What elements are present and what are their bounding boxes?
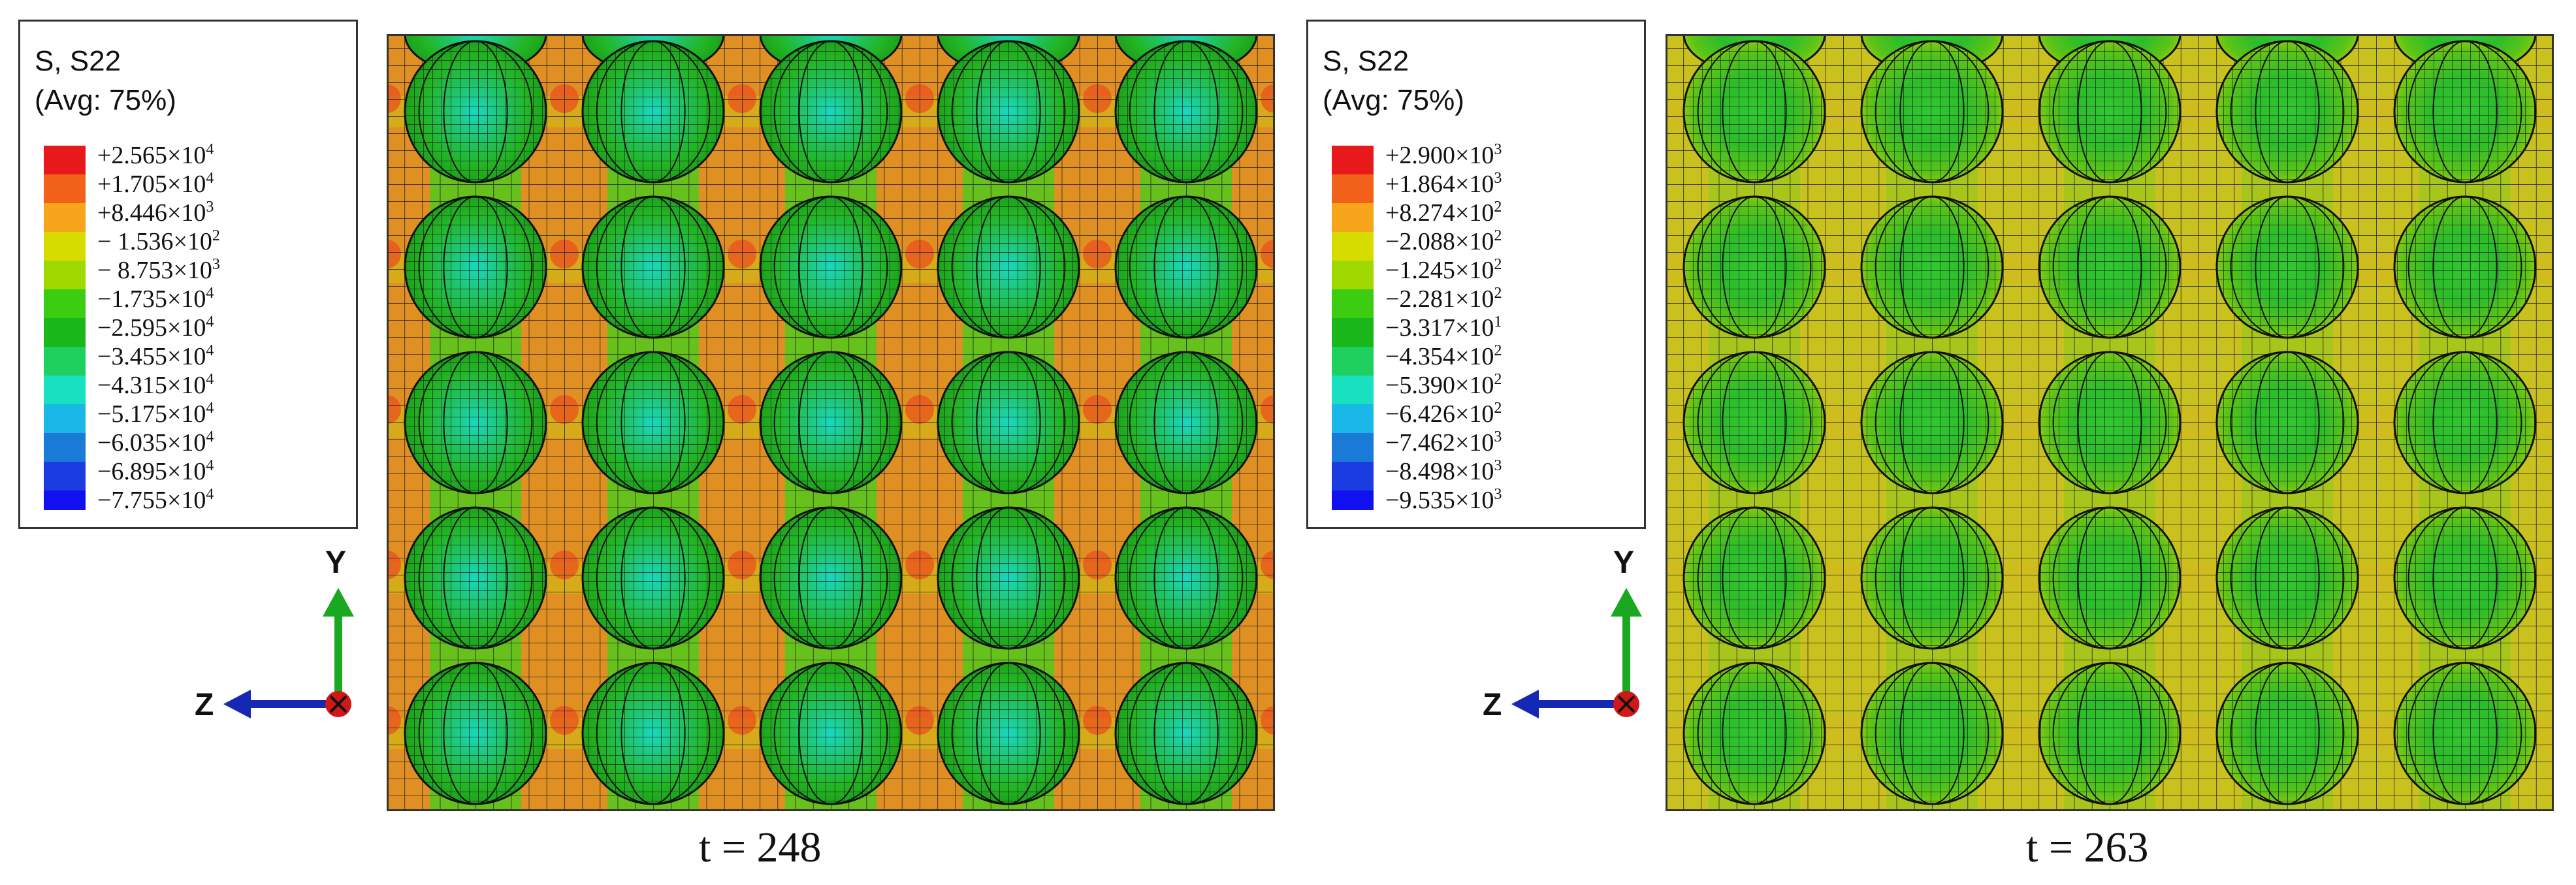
legend-value-label: +8.274×102	[1385, 199, 1502, 227]
legend-swatch	[44, 404, 86, 433]
legend-swatch	[1332, 232, 1374, 261]
legend-swatch	[1332, 289, 1374, 318]
stress-legend: S, S22 (Avg: 75%) +2.900×103 +1.864×103 +8…	[1306, 20, 1646, 529]
legend-swatch	[44, 491, 86, 510]
legend-subtitle: (Avg: 75%)	[35, 84, 176, 116]
fe-mesh-contour	[387, 34, 1275, 811]
legend-value-label: −5.390×102	[1385, 371, 1502, 399]
legend-swatch	[44, 232, 86, 261]
legend-value-label: − 8.753×103	[97, 256, 220, 284]
legend-swatch	[1332, 376, 1374, 404]
y-arrowhead-icon	[1611, 588, 1642, 617]
legend-value-label: −7.462×103	[1385, 428, 1502, 457]
axis-triad: Y Z	[183, 536, 379, 758]
contour-panel-t263: S, S22 (Avg: 75%) +2.900×103 +1.864×103 +8…	[1288, 0, 2576, 885]
legend-value-label: −4.315×104	[97, 371, 214, 399]
legend-swatch	[44, 261, 86, 289]
legend-subtitle: (Avg: 75%)	[1323, 84, 1464, 116]
legend-value-label: −1.735×104	[97, 285, 214, 313]
z-arrowhead-icon	[223, 690, 251, 718]
legend-value-label: −2.281×102	[1385, 285, 1502, 313]
legend-value-label: −6.426×102	[1385, 400, 1502, 428]
legend-value-label: −7.755×104	[97, 486, 214, 514]
legend-value-label: +2.565×104	[97, 141, 214, 169]
legend-value-label: −8.498×103	[1385, 457, 1502, 485]
legend-value-label: −4.354×102	[1385, 342, 1502, 370]
legend-swatch	[44, 318, 86, 347]
legend-swatch	[1332, 203, 1374, 232]
legend-swatch	[44, 174, 86, 203]
legend-swatch	[44, 462, 86, 491]
contour-panel-t248: S, S22 (Avg: 75%) +2.565×104 +1.705×104 +8…	[18, 20, 1275, 871]
legend-color-scale: +2.565×104 +1.705×104 +8.446×103− 1.536×10…	[44, 141, 331, 518]
legend-value-label: +1.864×103	[1385, 170, 1502, 198]
legend-value-label: −3.317×101	[1385, 314, 1502, 342]
legend-value-label: +1.705×104	[97, 170, 214, 198]
time-caption: t = 248	[699, 824, 822, 871]
legend-value-label: +2.900×103	[1385, 141, 1502, 169]
legend-swatch	[1332, 347, 1374, 376]
time-caption: t = 263	[2026, 824, 2149, 871]
z-arrowhead-icon	[1511, 690, 1539, 718]
legend-title: S, S22	[1323, 45, 1409, 77]
legend-value-label: −1.245×102	[1385, 256, 1502, 284]
y-arrowhead-icon	[323, 588, 354, 617]
legend-swatch	[44, 146, 86, 174]
legend-value-label: −6.035×104	[97, 428, 214, 457]
legend-value-label: −9.535×103	[1385, 486, 1502, 514]
legend-value-label: −3.455×104	[97, 342, 214, 370]
legend-swatch	[1332, 433, 1374, 462]
stress-legend: S, S22 (Avg: 75%) +2.565×104 +1.705×104 +8…	[18, 20, 358, 529]
legend-swatch	[44, 376, 86, 404]
legend-title: S, S22	[35, 45, 121, 77]
legend-color-scale: +2.900×103 +1.864×103 +8.274×102 −2.088×102…	[1332, 141, 1619, 518]
legend-swatch	[1332, 174, 1374, 203]
legend-swatch	[1332, 146, 1374, 174]
legend-value-label: +8.446×103	[97, 199, 214, 227]
y-axis-label: Y	[1613, 545, 1635, 580]
legend-swatch	[44, 203, 86, 232]
legend-value-label: −6.895×104	[97, 457, 214, 485]
z-axis-label: Z	[195, 688, 214, 722]
legend-swatch	[1332, 261, 1374, 289]
legend-value-label: − 1.536×102	[97, 227, 220, 255]
legend-swatch	[1332, 462, 1374, 491]
y-axis-label: Y	[325, 545, 347, 580]
legend-swatch	[1332, 404, 1374, 433]
legend-swatch	[44, 289, 86, 318]
legend-swatch	[44, 347, 86, 376]
fe-mesh-contour	[1666, 34, 2554, 811]
legend-value-label: −2.088×102	[1385, 227, 1502, 255]
legend-value-label: −5.175×104	[97, 400, 214, 428]
legend-swatch	[44, 433, 86, 462]
axis-triad: Y Z	[1471, 536, 1667, 758]
z-axis-label: Z	[1483, 688, 1502, 722]
legend-value-label: −2.595×104	[97, 314, 214, 342]
legend-swatch	[1332, 318, 1374, 347]
legend-swatch	[1332, 491, 1374, 510]
